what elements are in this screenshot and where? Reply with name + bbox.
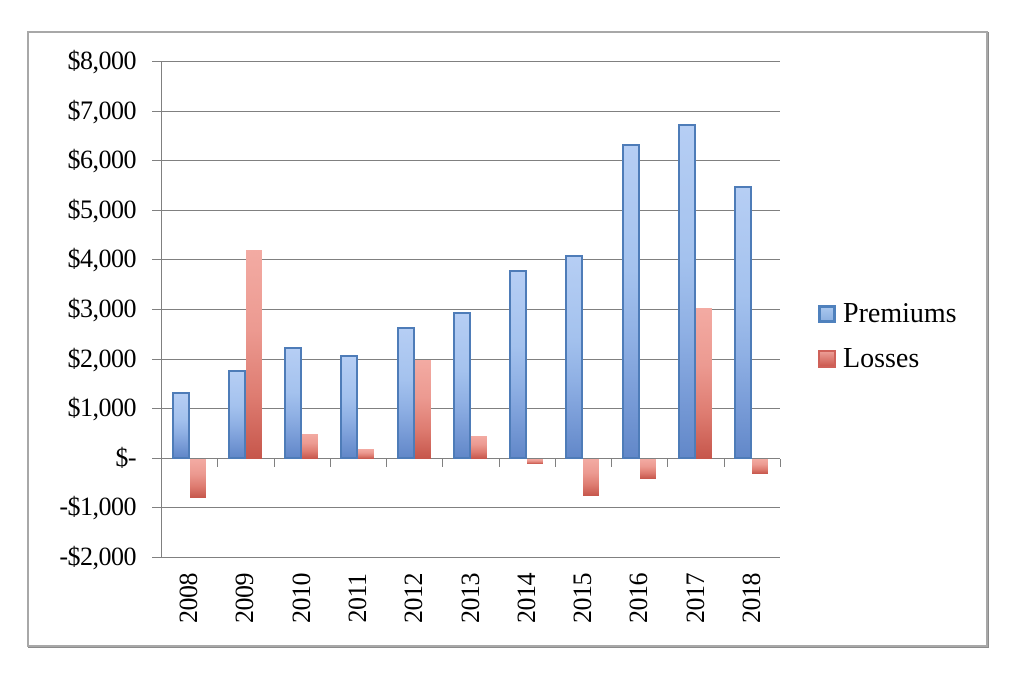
x-axis-category-label: 2013 — [455, 573, 485, 623]
x-axis-category-label: 2016 — [624, 573, 654, 623]
y-axis-tick-label: $3,000 — [67, 294, 137, 323]
legend-item-losses: Losses — [818, 345, 957, 373]
y-axis-tick-label: $2,000 — [67, 343, 137, 373]
legend: Premiums Losses — [818, 300, 957, 373]
gridline — [152, 160, 780, 162]
x-axis-tick — [273, 458, 275, 467]
bar-premiums-2018 — [734, 186, 753, 459]
bar-losses-2009 — [245, 250, 262, 459]
gridline — [152, 61, 780, 62]
premiums-swatch-icon — [818, 305, 836, 323]
x-axis-category-label: 2014 — [511, 573, 541, 623]
y-axis-tick-label: $5,000 — [67, 194, 137, 224]
gridline — [152, 557, 780, 558]
bar-losses-2008 — [189, 458, 206, 499]
y-axis-tick-label: $- — [115, 442, 136, 472]
y-axis-tick-label: $4,000 — [67, 244, 137, 274]
y-axis-tick-label: -$1,000 — [59, 492, 136, 522]
x-axis-tick — [554, 458, 556, 467]
bar-premiums-2017 — [677, 124, 696, 459]
legend-item-premiums: Premiums — [818, 300, 957, 328]
y-axis-tick-label: $1,000 — [67, 393, 137, 423]
x-axis-tick — [442, 458, 444, 467]
gridline — [152, 209, 780, 211]
bar-premiums-2011 — [340, 354, 359, 459]
bar-premiums-2008 — [171, 391, 190, 459]
x-axis-tick — [386, 458, 388, 467]
losses-swatch-icon — [818, 350, 836, 368]
x-axis-category-label: 2017 — [680, 573, 710, 623]
bar-premiums-2012 — [396, 327, 415, 459]
bar-premiums-2015 — [565, 255, 584, 459]
x-axis-tick — [780, 458, 781, 467]
x-axis-tick — [217, 458, 219, 467]
x-axis-tick — [667, 458, 669, 467]
x-axis-tick — [723, 458, 725, 467]
y-axis-tick-label: -$2,000 — [59, 542, 136, 571]
x-axis-category-label: 2010 — [286, 573, 316, 623]
bar-premiums-2013 — [452, 312, 471, 459]
bar-premiums-2009 — [227, 369, 246, 459]
x-axis-category-label: 2012 — [399, 573, 429, 623]
bar-losses-2011 — [358, 448, 375, 459]
x-axis-tick — [611, 458, 613, 467]
gridline — [152, 309, 780, 310]
bar-losses-2012 — [414, 359, 431, 459]
y-axis-tick-label: $6,000 — [67, 145, 137, 175]
bar-losses-2014 — [527, 458, 544, 464]
y-axis-tick-label: $8,000 — [67, 46, 137, 75]
bar-losses-2016 — [639, 458, 656, 479]
y-axis-tick-label: $7,000 — [67, 95, 137, 125]
gridline — [152, 507, 780, 509]
x-axis-category-label: 2011 — [342, 573, 372, 623]
gridline — [152, 110, 780, 112]
legend-label-losses: Losses — [843, 343, 920, 374]
bar-losses-2018 — [752, 458, 769, 474]
bar-premiums-2016 — [621, 143, 640, 459]
x-axis-category-label: 2008 — [174, 573, 204, 623]
bar-losses-2015 — [583, 458, 600, 496]
chart-frame — [27, 31, 988, 647]
x-axis-tick — [329, 458, 331, 467]
bar-premiums-2014 — [509, 270, 528, 459]
x-axis-category-label: 2015 — [568, 573, 598, 623]
bar-premiums-2010 — [284, 347, 303, 459]
x-axis-tick — [498, 458, 500, 467]
gridline — [152, 259, 780, 261]
bar-losses-2017 — [695, 307, 712, 459]
x-axis-category-label: 2018 — [736, 573, 766, 623]
legend-label-premiums: Premiums — [843, 298, 957, 329]
x-axis-category-label: 2009 — [230, 573, 260, 623]
bar-losses-2010 — [302, 434, 319, 459]
x-axis-tick — [161, 458, 162, 467]
y-axis-line — [161, 61, 162, 557]
bar-losses-2013 — [470, 436, 487, 459]
